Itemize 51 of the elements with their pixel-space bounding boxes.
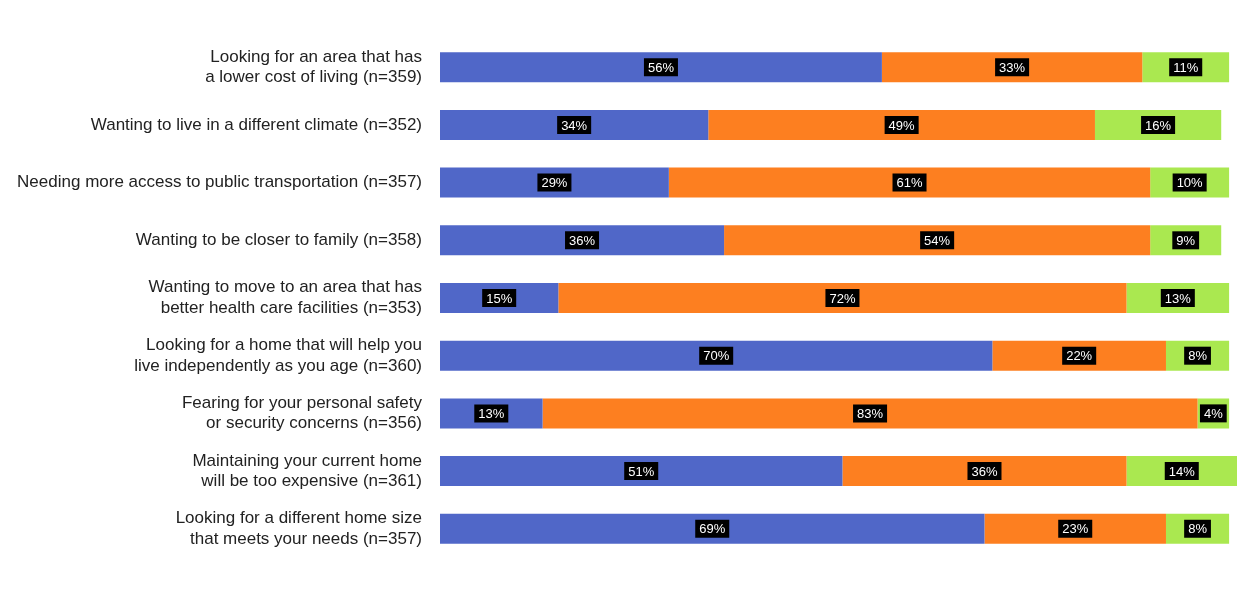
data-label: 29% <box>541 175 568 191</box>
bar <box>842 456 1127 487</box>
y-tick-label: Looking for a home that will help you live independently as you age (n=360) <box>134 335 422 375</box>
data-label: 10% <box>1176 175 1204 191</box>
bar <box>440 52 882 83</box>
data-label: 36% <box>971 463 998 479</box>
data-label: 16% <box>1145 117 1172 133</box>
y-tick-label: Wanting to move to an area that has better health care facilities (n=353) <box>148 277 422 317</box>
bar <box>440 167 669 198</box>
y-tick-label: Needing more access to public transportation (n=357) <box>17 172 422 192</box>
data-label: 15% <box>486 290 513 306</box>
bar <box>440 340 993 371</box>
bar <box>440 513 985 544</box>
data-label: 72% <box>829 290 856 306</box>
bar <box>440 456 843 487</box>
data-label: 34% <box>561 117 588 133</box>
bar <box>440 225 725 256</box>
data-label: 11% <box>1173 59 1199 75</box>
bar <box>440 109 709 140</box>
data-label: 13% <box>1164 290 1192 306</box>
bar <box>992 340 1166 371</box>
data-label: 14% <box>1168 463 1196 479</box>
data-label: 23% <box>1062 521 1089 537</box>
data-label: 13% <box>478 405 505 421</box>
data-label: 70% <box>703 348 730 364</box>
bar <box>984 513 1166 544</box>
data-label: 8% <box>1188 348 1208 364</box>
data-label: 51% <box>628 463 655 479</box>
data-label: 9% <box>1176 232 1196 248</box>
bar <box>881 52 1143 83</box>
y-tick-label: Looking for an area that has a lower cost of living (n=359) <box>205 46 422 87</box>
data-label: 54% <box>924 232 951 248</box>
y-tick-label: Looking for a different home size that meets your needs (n=357) <box>175 508 422 548</box>
y-tick-label: Wanting to live in a different climate (n=352) <box>90 114 422 134</box>
bar <box>668 167 1151 198</box>
data-label: 49% <box>888 117 916 133</box>
bar <box>724 225 1151 256</box>
data-label: 61% <box>896 175 923 191</box>
bar <box>708 109 1095 140</box>
data-label: 83% <box>857 405 884 421</box>
data-label: 33% <box>999 59 1026 75</box>
data-label: 36% <box>569 232 596 248</box>
data-label: 8% <box>1188 521 1208 537</box>
bar <box>558 283 1127 313</box>
data-label: 4% <box>1203 405 1224 421</box>
y-tick-label: Fearing for your personal safety or security concerns (n=356) <box>181 392 423 433</box>
y-tick-label: Wanting to be closer to family (n=358) <box>135 230 422 249</box>
data-label: 22% <box>1066 348 1093 364</box>
y-tick-label: Maintaining your current home will be too expensive (n=361) <box>192 450 422 490</box>
data-label: 56% <box>647 59 675 75</box>
data-label: 69% <box>699 521 726 537</box>
